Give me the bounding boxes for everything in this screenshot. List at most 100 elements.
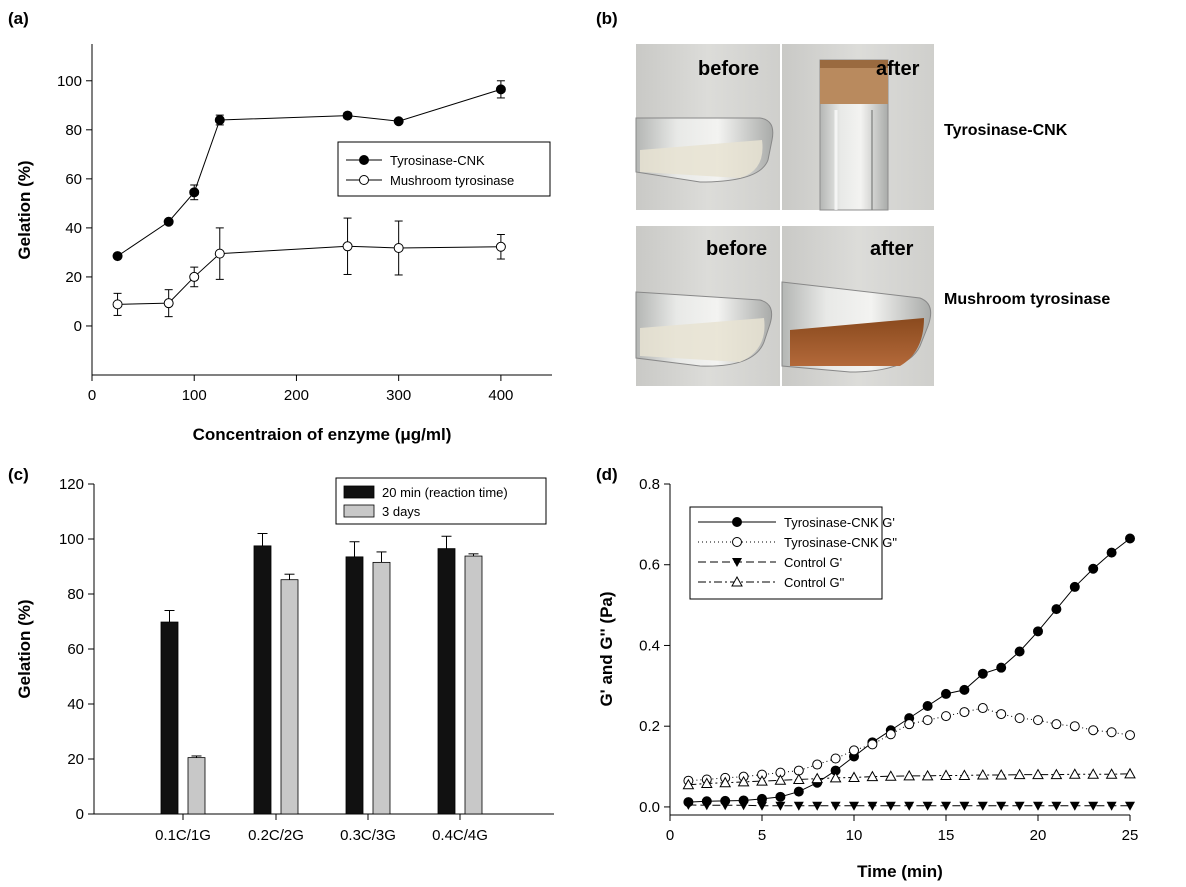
data-point — [849, 745, 859, 756]
data-point — [995, 769, 1008, 780]
data-point — [719, 776, 732, 788]
data-point — [1124, 767, 1136, 779]
x-tick-label: 0.3C/3G — [340, 827, 396, 844]
data-point — [342, 241, 353, 252]
data-point — [830, 753, 841, 764]
row-name-mushroom: Mushroom tyrosinase — [944, 291, 1110, 308]
data-point — [775, 791, 786, 802]
legend-marker — [359, 175, 369, 185]
series-line — [117, 245, 501, 305]
data-point — [1050, 768, 1063, 780]
data-point — [1051, 719, 1062, 730]
data-point — [775, 801, 786, 811]
data-point — [904, 719, 915, 730]
data-point — [1125, 801, 1135, 811]
x-tick-label: 400 — [488, 387, 513, 404]
data-point — [393, 116, 404, 127]
x-tick-label: 15 — [938, 827, 955, 844]
legend-label: Tyrosinase-CNK G" — [784, 535, 897, 550]
photo-cnk-before-label: before — [698, 58, 759, 80]
data-point — [793, 801, 804, 811]
data-point — [1106, 727, 1117, 738]
y-tick-label: 120 — [59, 476, 84, 493]
data-point — [867, 801, 878, 811]
data-point — [682, 778, 695, 790]
panel-d-label: (d) — [596, 465, 618, 484]
data-point — [1032, 768, 1044, 780]
legend-label: Control G" — [784, 575, 845, 590]
data-point — [1051, 801, 1062, 811]
data-point — [1014, 646, 1025, 657]
panel-b-label: (b) — [596, 9, 618, 28]
chart-d: 0.0 0.2 0.4 0.6 0.8 0 5 10 15 20 25 Time (min) G' an… — [597, 476, 1138, 881]
data-point — [1125, 533, 1135, 544]
x-tick-label: 20 — [1030, 827, 1047, 844]
bar — [280, 579, 299, 815]
data-point — [1033, 626, 1043, 637]
gel-cnk-after — [820, 64, 888, 104]
data-point — [1033, 801, 1043, 811]
legend-marker — [731, 575, 743, 587]
data-point — [774, 774, 787, 785]
y-tick-label: 60 — [67, 641, 84, 658]
y-tick-label: 40 — [67, 696, 84, 713]
data-point — [1069, 801, 1080, 811]
y-tick-label: 0.2 — [639, 718, 660, 735]
data-point — [720, 801, 731, 811]
legend-box — [337, 141, 551, 197]
legend-marker — [732, 517, 742, 527]
data-point — [1014, 713, 1025, 724]
legend-label: Tyrosinase-CNK G' — [784, 515, 895, 530]
data-point — [1106, 801, 1117, 811]
x-tick-label: 0.2C/2G — [248, 827, 304, 844]
data-point — [342, 110, 353, 121]
y-tick-label: 80 — [65, 122, 82, 139]
y-axis-title: Gelation (%) — [15, 599, 34, 698]
y-tick-label: 0.8 — [639, 476, 660, 493]
data-point — [163, 298, 174, 309]
x-tick-label: 25 — [1122, 827, 1139, 844]
y-tick-label: 0 — [76, 806, 84, 823]
bar — [160, 621, 179, 815]
data-point — [1051, 604, 1062, 615]
y-tick-label: 80 — [67, 586, 84, 603]
data-point — [885, 729, 896, 740]
data-point — [959, 684, 970, 695]
data-point — [866, 770, 879, 782]
data-point — [996, 801, 1007, 811]
x-tick-label: 10 — [846, 827, 863, 844]
data-point — [700, 777, 713, 789]
data-point — [976, 769, 989, 780]
x-tick-label: 5 — [758, 827, 766, 844]
data-point — [189, 271, 200, 282]
data-point — [1033, 715, 1043, 726]
data-point — [977, 668, 988, 679]
data-point — [829, 771, 842, 783]
y-tick-label: 0 — [74, 318, 82, 335]
data-point — [1125, 730, 1135, 741]
data-point — [941, 688, 951, 699]
photo-mushroom-before-label: before — [706, 238, 767, 260]
legend-label: 20 min (reaction time) — [382, 485, 508, 500]
photo-panel: before after Tyrosinase-CNK before after… — [635, 44, 1110, 386]
data-point — [1105, 768, 1118, 779]
x-tick-label: 0 — [88, 387, 96, 404]
bar — [253, 545, 272, 815]
data-point — [941, 801, 951, 811]
data-point — [959, 707, 970, 718]
legend-marker — [732, 537, 742, 547]
photo-mushroom-after-label: after — [870, 238, 914, 260]
data-point — [812, 801, 823, 811]
bar — [437, 548, 456, 815]
liquid-mushroom-before — [640, 318, 765, 362]
data-point — [112, 299, 123, 310]
y-tick-label: 0.4 — [639, 637, 660, 654]
data-point — [683, 800, 694, 810]
data-point — [701, 801, 712, 811]
data-point — [1014, 801, 1025, 811]
data-point — [1013, 768, 1026, 780]
photo-cnk-after-label: after — [876, 58, 920, 80]
bar — [187, 757, 206, 815]
legend-label: Tyrosinase-CNK — [390, 153, 485, 168]
